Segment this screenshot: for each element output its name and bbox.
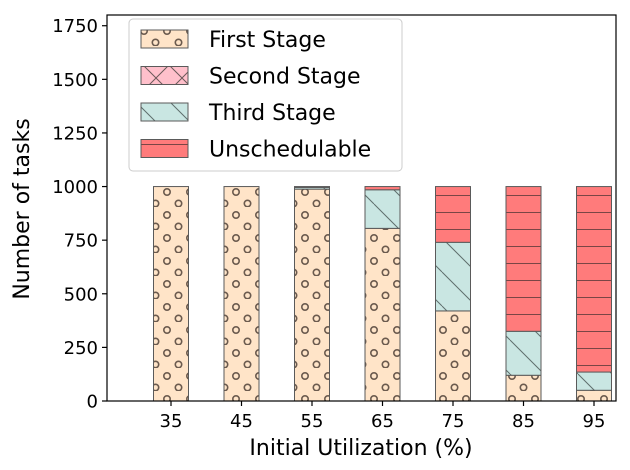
bar-third-stage-75	[435, 241, 471, 312]
legend-swatch-unschedulable	[140, 139, 189, 158]
y-axis-label: Number of tasks	[10, 118, 35, 299]
legend: First Stage Second Stage Third Stage Unsche…	[128, 18, 403, 172]
y-tick-label: 750	[64, 231, 98, 252]
x-tick-label: 35	[160, 411, 183, 432]
y-tick-label: 1250	[52, 123, 98, 144]
bar-first-stage-55	[294, 188, 330, 402]
axes-layer: 0 250 500 750 1000 1250 1500 1750 35 45 55 65 75 85 95	[52, 14, 617, 432]
bar-first-stage-65	[364, 227, 401, 402]
bar-unschedulable-65	[364, 186, 401, 191]
bar-unschedulable-55	[294, 186, 330, 188]
y-tick-label: 500	[64, 284, 98, 305]
y-tick-label: 0	[87, 392, 98, 413]
x-axis-label: Initial Utilization (%)	[249, 436, 472, 461]
legend-swatch-second-stage	[140, 66, 189, 85]
y-tick-label: 250	[64, 338, 98, 359]
legend-label-unschedulable: Unschedulable	[209, 138, 371, 163]
y-tick-label: 1500	[52, 70, 98, 91]
bar-unschedulable-85	[505, 186, 542, 332]
x-tick-label: 95	[583, 411, 606, 432]
x-tick-label: 65	[371, 411, 394, 432]
bar-first-stage-35	[153, 186, 189, 402]
bar-unschedulable-95	[576, 186, 612, 373]
bars-layer	[153, 186, 612, 402]
x-tick-label: 85	[512, 411, 535, 432]
legend-label-third-stage: Third Stage	[208, 101, 336, 126]
y-tick-label: 1750	[52, 16, 98, 37]
legend-label-first-stage: First Stage	[209, 28, 326, 53]
x-tick-label: 55	[301, 411, 324, 432]
legend-swatch-third-stage	[140, 102, 189, 122]
x-tick-label: 75	[442, 411, 465, 432]
bar-first-stage-45	[223, 186, 260, 402]
bar-first-stage-75	[435, 310, 471, 402]
plot-frame	[106, 14, 617, 402]
legend-label-second-stage: Second Stage	[209, 65, 361, 90]
x-tick-label: 45	[230, 411, 253, 432]
bar-third-stage-65	[364, 189, 401, 229]
bar-unschedulable-75	[435, 186, 471, 243]
bar-first-stage-95	[576, 389, 612, 402]
bar-third-stage-85	[505, 330, 542, 376]
y-tick-label: 1000	[52, 177, 98, 198]
legend-swatch-first-stage	[140, 29, 189, 49]
legend-box	[128, 18, 403, 172]
bar-first-stage-85	[505, 374, 542, 402]
bar-third-stage-95	[576, 371, 612, 391]
